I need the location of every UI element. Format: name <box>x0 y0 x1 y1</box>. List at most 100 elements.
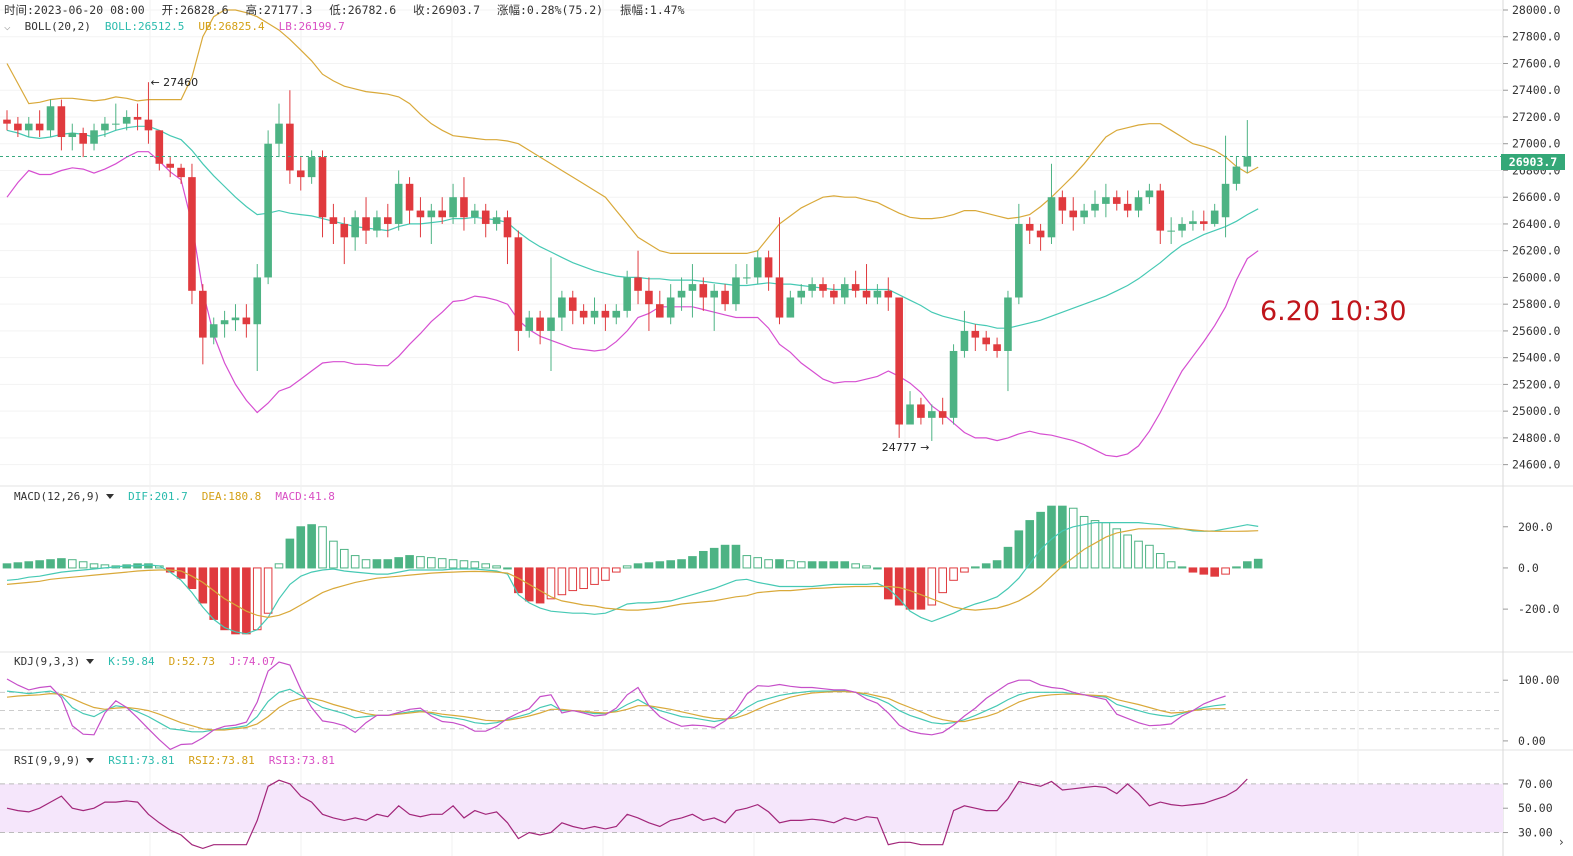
macd-histogram-bar <box>894 567 904 606</box>
candle-body <box>971 330 980 338</box>
macd-histogram-bar <box>644 562 654 569</box>
price-tick-label: 26200.0 <box>1512 244 1561 258</box>
candle-body <box>808 284 816 291</box>
macd-histogram-bar <box>2 563 12 569</box>
macd-histogram-bar <box>13 562 23 569</box>
candle-body <box>906 404 914 425</box>
macd-histogram-bar <box>35 560 44 569</box>
candle-body <box>296 170 305 178</box>
candle-body <box>851 284 860 291</box>
price-axis[interactable]: 28000.0 27800.0 27600.0 27400.0 27200.0 27000… <box>1503 3 1564 849</box>
candle-body <box>166 163 174 168</box>
candle-body <box>514 237 523 331</box>
candle-body <box>884 290 893 298</box>
candle-body <box>753 257 762 278</box>
macd-histogram-bar <box>1058 505 1067 569</box>
macd-name[interactable]: MACD(12,26,9) <box>14 490 101 503</box>
candle-body <box>743 277 751 279</box>
scroll-right-icon: › <box>1559 835 1564 849</box>
boll-header: ⌵ BOLL(20,2) BOLL:26512.5 UB:26825.4 LB:2619… <box>4 20 359 33</box>
rsi-pane[interactable] <box>0 778 1503 850</box>
candle-body <box>1134 197 1143 211</box>
candle-body <box>307 157 316 178</box>
macd-dropdown-icon[interactable] <box>106 494 115 499</box>
price-tick-label: 26000.0 <box>1512 270 1561 284</box>
rsi-dropdown-icon[interactable] <box>86 758 95 763</box>
candle-body <box>797 290 806 298</box>
candle-body <box>873 290 882 298</box>
macd-histogram-bar <box>1199 567 1209 575</box>
info-time: 时间:2023-06-20 08:00 <box>4 3 145 17</box>
candle-body <box>46 106 55 131</box>
macd-histogram-bar <box>1221 567 1230 575</box>
candle-body <box>471 210 479 218</box>
kdj-name[interactable]: KDJ(9,3,3) <box>14 655 81 668</box>
candle-body <box>449 197 457 218</box>
macd-histogram-bar <box>677 559 686 569</box>
macd-histogram-bar <box>611 567 621 573</box>
kdj-d-line <box>6 691 1226 731</box>
candle-body <box>579 310 588 318</box>
macd-histogram-bar <box>318 526 327 569</box>
collapse-chevron-icon[interactable]: ⌵ <box>4 20 11 33</box>
candle-body <box>1210 210 1219 224</box>
candle-body <box>623 277 631 311</box>
macd-histogram-bar <box>796 561 806 569</box>
candle-body <box>656 304 664 318</box>
price-tick-label: 26600.0 <box>1512 190 1561 204</box>
macd-histogram-bar <box>176 567 186 579</box>
price-tick-label: 26400.0 <box>1512 217 1561 231</box>
macd-histogram-bar <box>372 559 382 569</box>
candle-body <box>938 411 947 418</box>
macd-histogram-bar <box>1177 566 1187 569</box>
macd-histogram-bar <box>535 567 545 604</box>
candle-body <box>721 290 729 305</box>
macd-histogram-bar <box>329 540 338 569</box>
candle-body <box>79 133 87 144</box>
candle-body <box>1178 223 1186 231</box>
macd-histogram-bar <box>1243 561 1252 569</box>
macd-histogram-bar <box>1155 553 1165 569</box>
candle-body <box>1243 156 1252 167</box>
macd-histogram-bar <box>307 524 316 569</box>
macd-histogram-bar <box>992 560 1002 569</box>
boll-lower-line <box>6 151 1259 458</box>
kdj-pane[interactable] <box>0 661 1503 751</box>
macd-histogram-bar <box>448 559 458 569</box>
macd-header: MACD(12,26,9) DIF:201.7 DEA:180.8 MACD:41.8 <box>14 490 349 503</box>
macd-histogram-bar <box>601 567 610 581</box>
boll-name[interactable]: BOLL(20,2) <box>24 20 91 33</box>
macd-histogram-bar <box>829 561 839 569</box>
kdj-d-value: D:52.73 <box>168 655 215 668</box>
macd-histogram-bar <box>46 559 55 569</box>
kdj-tick-label: 100.00 <box>1518 673 1560 687</box>
candle-body <box>645 290 653 305</box>
candle-body <box>384 217 392 224</box>
info-change: 涨幅:0.28%(75.2) <box>496 3 604 17</box>
candle-body <box>3 119 11 124</box>
candle-body <box>982 337 990 345</box>
current-price-tag: 26903.7 <box>1501 154 1565 170</box>
candle-body <box>122 116 131 124</box>
candle-body <box>1102 197 1110 204</box>
candle-body <box>601 310 610 318</box>
candle-body <box>960 330 969 351</box>
price-tick-label: 24600.0 <box>1512 458 1561 472</box>
candle-body <box>634 277 642 291</box>
info-open: 开:26828.6 <box>161 3 229 17</box>
macd-dif-line <box>6 521 1259 635</box>
rsi-name[interactable]: RSI(9,9,9) <box>14 754 81 767</box>
candle-body <box>993 344 1001 351</box>
macd-pane[interactable] <box>2 505 1263 635</box>
candle-body <box>24 123 33 131</box>
macd-histogram-bar <box>1123 534 1132 569</box>
candle-body <box>1004 297 1012 351</box>
macd-histogram-bar <box>786 560 795 569</box>
macd-histogram-bar <box>1232 566 1241 569</box>
macd-histogram-bar <box>89 563 99 569</box>
macd-histogram-bar <box>350 555 360 569</box>
macd-histogram-bar <box>1210 567 1219 577</box>
kline-pane[interactable]: ← 27460 24777 → <box>0 9 1503 458</box>
kdj-dropdown-icon[interactable] <box>86 659 95 664</box>
